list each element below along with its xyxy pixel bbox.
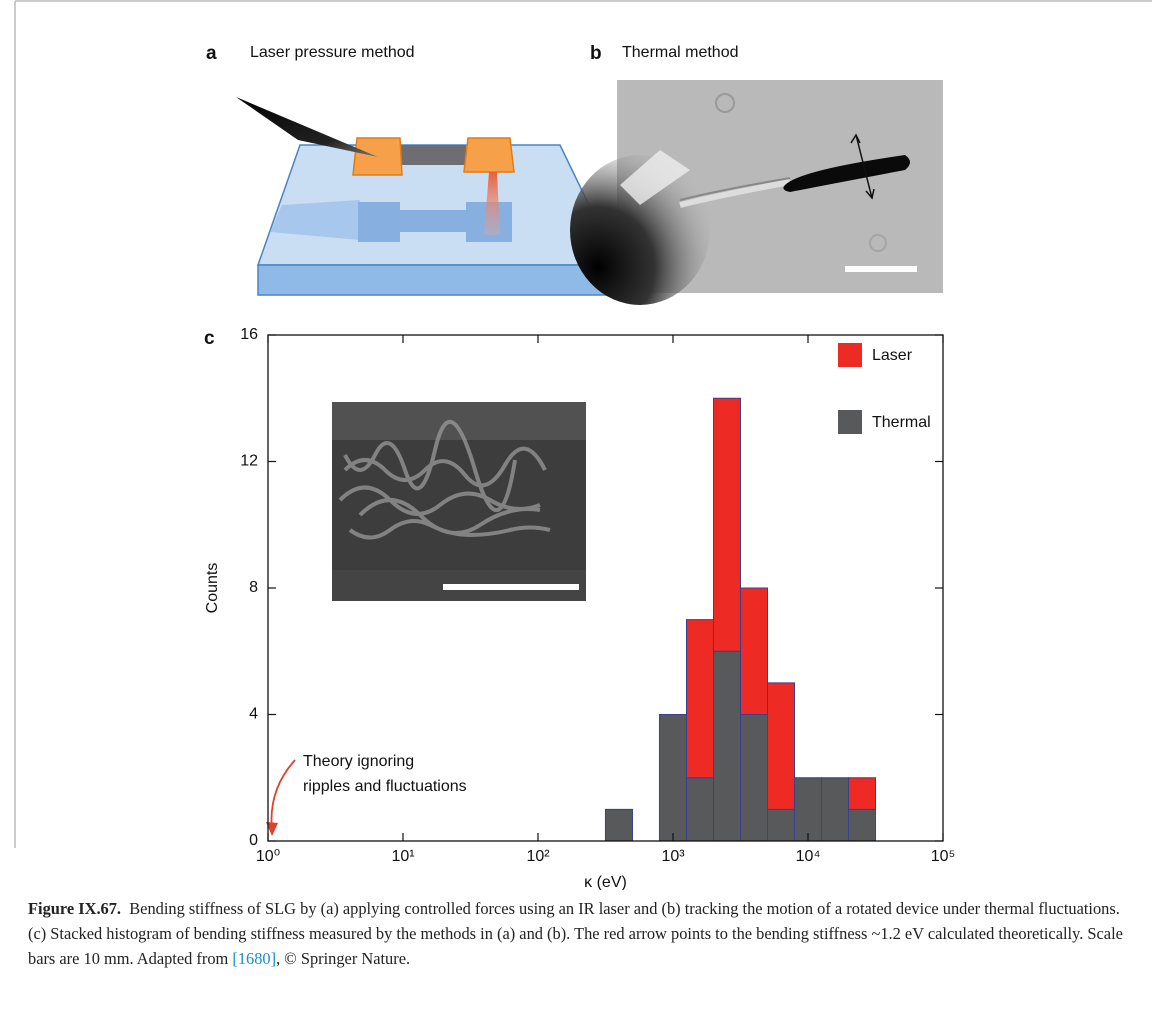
histogram-bar <box>820 777 850 842</box>
panel-label: c <box>204 328 215 349</box>
x-tick-label: 10⁵ <box>931 848 955 865</box>
histogram-bar <box>848 808 877 842</box>
histogram-bar <box>712 397 741 652</box>
x-tick-label: 10³ <box>661 848 685 865</box>
laser-setup-diagram <box>236 97 620 296</box>
y-tick-label: 0 <box>249 832 258 849</box>
histogram-bar <box>739 587 769 715</box>
histogram-bar <box>604 808 633 842</box>
legend-swatch <box>838 410 862 434</box>
y-tick-label: 8 <box>249 579 258 596</box>
annotation-text: ripples and fluctuations <box>303 778 467 795</box>
caption-label: Figure IX.67. <box>28 899 122 918</box>
histogram-bar <box>767 682 795 810</box>
y-tick-label: 4 <box>249 706 258 723</box>
legend-label: Thermal <box>872 414 931 431</box>
histogram-bar <box>767 808 795 842</box>
figure: a Laser pressure method b Thermal method… <box>14 0 1152 890</box>
caption-tail: , © Springer Nature. <box>276 949 411 968</box>
y-axis-label: Counts <box>204 563 221 614</box>
panel-title: Thermal method <box>622 44 739 61</box>
histogram-bar <box>686 619 714 779</box>
x-axis-label: κ (eV) <box>584 874 627 890</box>
panel-label: a <box>206 43 217 64</box>
x-tick-label: 10² <box>526 848 550 865</box>
caption-text: Bending stiffness of SLG by (a) applying… <box>28 899 1123 968</box>
histogram-bar <box>712 650 741 842</box>
panel-title: Laser pressure method <box>250 44 415 61</box>
y-tick-label: 12 <box>240 453 258 470</box>
y-tick-label: 16 <box>240 326 258 343</box>
panel-label: b <box>590 43 602 64</box>
histogram-bar <box>848 777 877 810</box>
annotation-text: Theory ignoring <box>303 753 414 770</box>
histogram-bar <box>739 714 769 842</box>
citation-link[interactable]: [1680] <box>232 949 277 968</box>
x-tick-label: 10⁴ <box>796 848 821 865</box>
legend-swatch <box>838 343 862 367</box>
histogram-bar <box>793 777 822 842</box>
plot-area: 0 4 8 12 16 10⁰ 10¹ 10² 10³ 10⁴ 10⁵ κ (eV) Counts Las… <box>204 326 955 890</box>
x-tick-label: 10¹ <box>391 848 414 865</box>
legend-label: Laser <box>872 347 913 364</box>
annotation-arrow <box>270 759 296 831</box>
annotation-arrowhead <box>266 822 278 836</box>
histogram-bar <box>658 714 688 842</box>
thermal-micrograph <box>570 80 943 305</box>
figure-caption: Figure IX.67. Bending stiffness of SLG b… <box>28 896 1138 971</box>
histogram-bar <box>686 777 714 842</box>
inset-image <box>332 402 586 601</box>
x-tick-label: 10⁰ <box>256 848 280 865</box>
